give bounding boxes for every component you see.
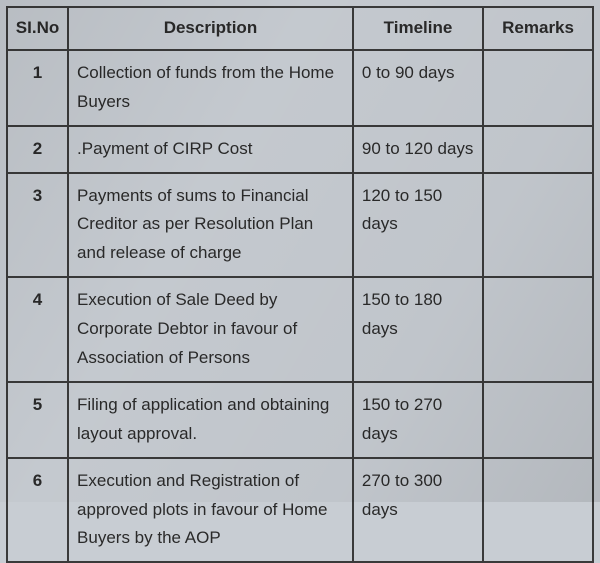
cell-timeline: 270 to 300 days [353,458,483,563]
col-header-timeline: Timeline [353,7,483,50]
table-header-row: SI.No Description Timeline Remarks [7,7,593,50]
table-row: 4 Execution of Sale Deed by Corporate De… [7,277,593,382]
cell-timeline: 90 to 120 days [353,126,483,173]
cell-timeline: 0 to 90 days [353,50,483,126]
cell-desc: Collection of funds from the Home Buyers [68,50,353,126]
cell-slno: 3 [7,173,68,278]
cell-timeline: 150 to 270 days [353,382,483,458]
cell-remarks [483,50,593,126]
cell-remarks [483,126,593,173]
cell-desc: .Payment of CIRP Cost [68,126,353,173]
cell-slno: 2 [7,126,68,173]
cell-desc: Execution of Sale Deed by Corporate Debt… [68,277,353,382]
cell-remarks [483,458,593,563]
cell-slno: 6 [7,458,68,563]
col-header-desc: Description [68,7,353,50]
cell-timeline: 120 to 150 days [353,173,483,278]
cell-desc: Execution and Registration of approved p… [68,458,353,563]
table-row: 3 Payments of sums to Financial Creditor… [7,173,593,278]
cell-remarks [483,277,593,382]
cell-desc: Filing of application and obtaining layo… [68,382,353,458]
cell-slno: 4 [7,277,68,382]
timeline-table: SI.No Description Timeline Remarks 1 Col… [6,6,594,563]
table-row: 5 Filing of application and obtaining la… [7,382,593,458]
table-row: 1 Collection of funds from the Home Buye… [7,50,593,126]
cell-slno: 5 [7,382,68,458]
table-row: 2 .Payment of CIRP Cost 90 to 120 days [7,126,593,173]
cell-desc: Payments of sums to Financial Creditor a… [68,173,353,278]
col-header-slno: SI.No [7,7,68,50]
cell-remarks [483,382,593,458]
col-header-remarks: Remarks [483,7,593,50]
table-row: 6 Execution and Registration of approved… [7,458,593,563]
cell-slno: 1 [7,50,68,126]
cell-timeline: 150 to 180 days [353,277,483,382]
cell-remarks [483,173,593,278]
